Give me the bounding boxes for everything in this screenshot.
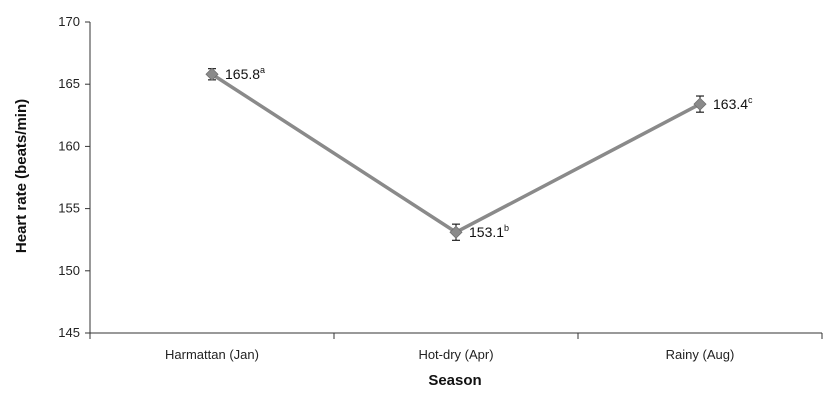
axes xyxy=(89,22,822,334)
data-label-superscript: c xyxy=(748,95,753,105)
data-label: 165.8a xyxy=(225,65,265,82)
x-tick-label: Harmattan (Jan) xyxy=(165,347,259,362)
y-tick-label: 160 xyxy=(58,138,80,153)
x-axis-ticks: Harmattan (Jan) Hot-dry (Apr) Rainy (Aug) xyxy=(89,333,823,362)
y-tick-label: 145 xyxy=(58,325,80,340)
data-point-marker xyxy=(693,97,707,111)
y-tick-label: 165 xyxy=(58,76,80,91)
y-axis-ticks: 145 150 155 160 165 170 xyxy=(58,14,90,340)
y-axis-title: Heart rate (beats/min) xyxy=(13,99,30,253)
data-label-superscript: b xyxy=(504,223,509,233)
x-tick-label: Rainy (Aug) xyxy=(666,347,735,362)
series-group: 165.8a 153.1b 163.4c xyxy=(205,65,753,241)
y-tick-label: 150 xyxy=(58,263,80,278)
data-label-superscript: a xyxy=(260,65,265,75)
y-tick-label: 155 xyxy=(58,201,80,216)
x-tick-label: Hot-dry (Apr) xyxy=(418,347,493,362)
data-label: 153.1b xyxy=(469,223,509,240)
series-line xyxy=(211,72,701,234)
data-point-marker xyxy=(205,67,219,81)
x-axis-title: Season xyxy=(428,372,481,389)
y-tick-label: 170 xyxy=(58,14,80,29)
data-point-marker xyxy=(449,225,463,239)
data-label: 163.4c xyxy=(713,95,753,112)
